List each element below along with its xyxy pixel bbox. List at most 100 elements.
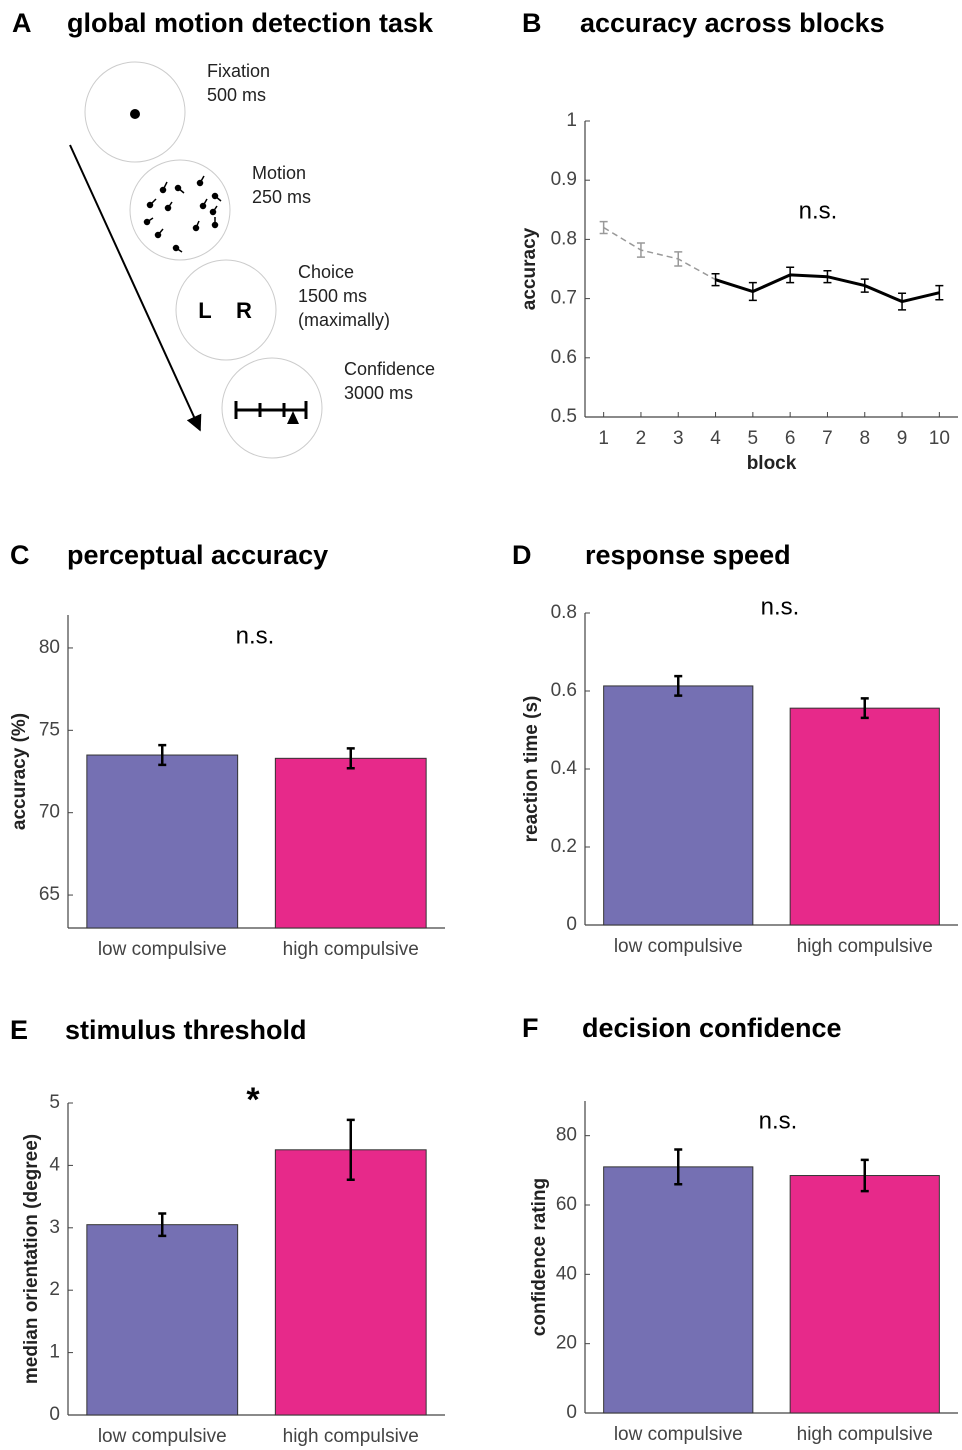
y-tick-label: 20	[556, 1333, 577, 1354]
y-tick-label: 0	[49, 1404, 60, 1425]
y-axis-label: accuracy	[519, 227, 540, 310]
error-bar	[898, 292, 907, 311]
y-tick-label: 75	[39, 719, 60, 740]
x-tick-label: low compulsive	[98, 939, 227, 960]
x-tick-label: 7	[822, 428, 833, 449]
error-bar	[346, 1118, 355, 1181]
x-tick-label: 5	[748, 428, 759, 449]
step-duration: 3000 ms	[344, 383, 413, 403]
time-arrow	[69, 144, 202, 432]
x-tick-label: 2	[636, 428, 647, 449]
y-axis-label: confidence rating	[529, 1178, 550, 1336]
bar	[789, 1175, 940, 1414]
error-bar	[158, 1212, 167, 1238]
x-tick-label: 4	[710, 428, 721, 449]
panel-letter: F	[522, 1013, 539, 1043]
screen	[175, 259, 277, 361]
annotation: n.s.	[799, 197, 838, 224]
panel-title: accuracy across blocks	[580, 8, 885, 38]
step-name: Choice	[298, 262, 354, 282]
panel-title: response speed	[585, 540, 791, 570]
panel-letter: A	[12, 8, 32, 38]
screen	[84, 61, 186, 163]
y-axis-label: median orientation (degree)	[21, 1134, 42, 1384]
error-bar	[674, 674, 683, 697]
y-tick-label: 0.8	[551, 228, 577, 249]
y-tick-label: 3	[49, 1217, 60, 1238]
bar	[789, 707, 940, 926]
x-tick-label: high compulsive	[797, 1424, 933, 1445]
y-tick-label: 1	[566, 110, 577, 131]
y-tick-label: 80	[556, 1125, 577, 1146]
error-bar	[636, 242, 645, 258]
y-tick-label: 0.4	[551, 758, 578, 779]
confidence-scale	[234, 401, 308, 419]
y-axis-label: reaction time (s)	[521, 696, 542, 843]
screen	[221, 357, 323, 459]
panel-title: global motion detection task	[67, 8, 434, 38]
y-tick-label: 2	[49, 1279, 60, 1300]
x-axis-label: block	[747, 453, 797, 474]
error-bar	[748, 281, 757, 302]
annotation: n.s.	[236, 622, 275, 649]
panel-title: decision confidence	[582, 1013, 842, 1043]
step-duration: 250 ms	[252, 187, 311, 207]
fixation-dot	[130, 109, 140, 119]
bar	[603, 685, 754, 926]
error-bar	[599, 220, 608, 235]
y-tick-label: 0.2	[551, 836, 577, 857]
y-tick-label: 60	[556, 1194, 577, 1215]
panel-letter: C	[10, 540, 30, 570]
y-tick-label: 80	[39, 637, 60, 658]
x-tick-label: high compulsive	[797, 936, 933, 957]
error-bar	[860, 1158, 869, 1193]
error-bar	[346, 747, 355, 770]
line	[603, 226, 716, 281]
y-tick-label: 0.8	[551, 602, 577, 623]
y-tick-label: 40	[556, 1263, 577, 1284]
x-tick-label: 9	[897, 428, 908, 449]
y-tick-label: 0.5	[551, 406, 577, 427]
annotation: n.s.	[761, 593, 800, 620]
x-tick-label: high compulsive	[283, 939, 419, 960]
motion-dots	[143, 175, 222, 253]
confidence-marker	[287, 411, 299, 424]
error-bar	[860, 697, 869, 720]
error-bar	[711, 272, 720, 287]
x-tick-label: 6	[785, 428, 796, 449]
bar	[274, 1149, 427, 1416]
step-name: Confidence	[344, 359, 435, 379]
x-tick-label: 1	[598, 428, 609, 449]
step-duration: 500 ms	[207, 85, 266, 105]
bar	[86, 754, 239, 929]
x-tick-label: 3	[673, 428, 684, 449]
y-tick-label: 1	[49, 1342, 60, 1363]
x-tick-label: low compulsive	[614, 1424, 743, 1445]
error-bar	[823, 270, 832, 284]
x-tick-label: low compulsive	[98, 1426, 227, 1447]
panel-letter: B	[522, 8, 542, 38]
annotation: *	[246, 1081, 260, 1119]
x-tick-label: 10	[929, 428, 950, 449]
y-tick-label: 0	[566, 914, 577, 935]
y-tick-label: 0.7	[551, 288, 577, 309]
y-tick-label: 4	[49, 1154, 60, 1175]
bar	[86, 1224, 239, 1416]
bar	[274, 757, 427, 929]
panel-letter: D	[512, 540, 532, 570]
x-tick-label: 8	[859, 428, 870, 449]
x-tick-label: low compulsive	[614, 936, 743, 957]
annotation: n.s.	[759, 1107, 798, 1134]
y-tick-label: 65	[39, 884, 60, 905]
step-name: Fixation	[207, 61, 270, 81]
step-duration: 1500 ms	[298, 286, 367, 306]
y-tick-label: 70	[39, 802, 60, 823]
y-tick-label: 0.6	[551, 680, 577, 701]
error-bar	[674, 1148, 683, 1186]
panel-a: A global motion detection task L R	[12, 8, 434, 459]
error-bar	[158, 743, 167, 767]
step-name: Motion	[252, 163, 306, 183]
choice-key: L	[198, 298, 211, 323]
y-tick-label: 0.6	[551, 347, 577, 368]
